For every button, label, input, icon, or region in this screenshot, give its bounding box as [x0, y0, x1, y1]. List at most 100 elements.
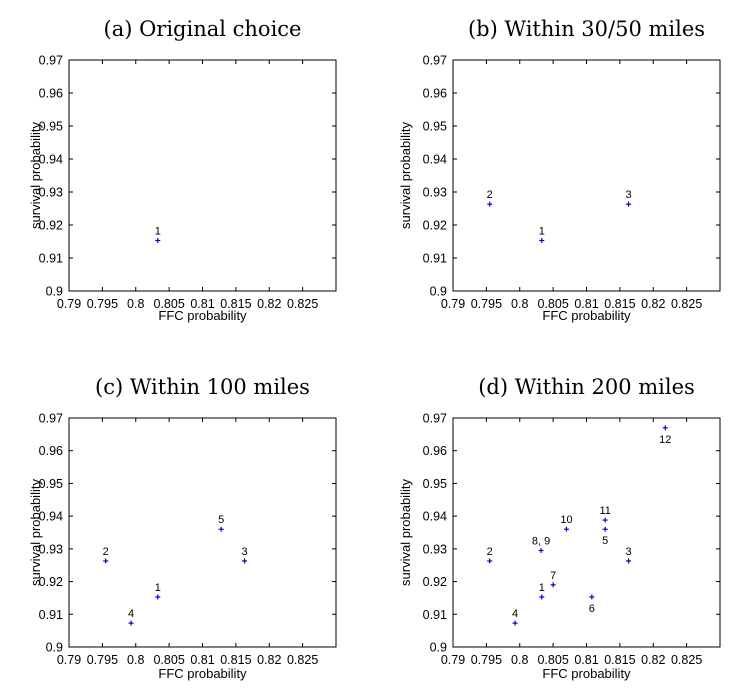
x-tick-label: 0.825	[671, 653, 702, 667]
point-label: 8, 9	[532, 535, 550, 547]
y-tick-label: 0.97	[39, 54, 63, 68]
y-tick-label: 0.91	[423, 608, 447, 622]
data-point: 1	[539, 226, 545, 244]
x-tick-label: 0.82	[257, 297, 281, 311]
point-label: 5	[218, 514, 224, 526]
x-tick-label: 0.815	[220, 297, 251, 311]
panel-1: (b) Within 30/50 miles 0.79 0.795 0.8 0.805 0…	[398, 17, 721, 323]
y-tick-label: 0.94	[423, 510, 447, 524]
x-tick-label: 0.79	[441, 297, 465, 311]
x-tick-label: 0.795	[87, 297, 118, 311]
data-point: 3	[625, 546, 632, 564]
point-label: 2	[103, 546, 109, 558]
data-point: 5	[602, 526, 608, 547]
y-tick-label: 0.92	[423, 219, 447, 233]
point-label: 3	[625, 189, 631, 201]
y-tick-label: 0.92	[39, 575, 63, 589]
point-label: 5	[602, 535, 608, 547]
y-tick-label: 0.91	[39, 252, 63, 266]
y-tick-label: 0.96	[39, 444, 63, 458]
x-tick-label: 0.805	[153, 297, 184, 311]
plot-frame	[68, 59, 337, 292]
x-tick-label: 0.81	[574, 297, 598, 311]
x-tick-label: 0.82	[641, 297, 665, 311]
y-tick-label: 0.97	[39, 412, 63, 426]
panel-2: (c) Within 100 miles 0.79 0.795 0.8 0.805 0.8…	[28, 375, 337, 681]
point-label: 1	[155, 582, 161, 594]
y-tick-label: 0.91	[39, 608, 63, 622]
y-tick-label: 0.96	[39, 87, 63, 101]
point-label: 11	[599, 505, 610, 517]
x-tick-label: 0.81	[574, 653, 598, 667]
x-axis-label: FFC probability	[158, 308, 247, 323]
x-tick-label: 0.795	[471, 297, 502, 311]
data-point: 3	[625, 189, 632, 207]
x-tick-label: 0.79	[57, 297, 81, 311]
panel-0: (a) Original choice 0.79 0.795 0.8 0.805 0.81…	[28, 17, 337, 323]
y-tick-label: 0.93	[39, 186, 63, 200]
data-point: 1	[155, 226, 161, 244]
x-tick-label: 0.805	[537, 297, 568, 311]
y-tick-label: 0.9	[46, 285, 63, 299]
point-label: 7	[550, 570, 556, 582]
panel-3: (d) Within 200 miles 0.79 0.795 0.8 0.805 0.8…	[398, 375, 721, 681]
x-tick-label: 0.815	[604, 653, 635, 667]
x-tick-label: 0.82	[257, 653, 281, 667]
y-tick-label: 0.95	[39, 120, 63, 134]
panel-title: (d) Within 200 miles	[478, 375, 695, 399]
x-tick-label: 0.81	[190, 297, 214, 311]
data-point: 1	[539, 582, 545, 600]
point-label: 10	[560, 514, 572, 526]
y-axis-label: survival probability	[28, 122, 43, 229]
x-tick-label: 0.815	[220, 653, 251, 667]
x-tick-label: 0.825	[287, 653, 318, 667]
y-tick-label: 0.9	[46, 641, 63, 655]
x-tick-label: 0.8	[127, 653, 144, 667]
y-tick-label: 0.94	[423, 153, 447, 167]
data-point: 11	[599, 505, 611, 523]
y-tick-label: 0.93	[423, 542, 447, 556]
y-tick-label: 0.95	[39, 477, 63, 491]
data-point: 1	[155, 582, 161, 600]
y-tick-label: 0.9	[430, 285, 447, 299]
point-label: 4	[128, 608, 134, 620]
y-tick-label: 0.94	[39, 510, 63, 524]
data-point: 12	[659, 425, 671, 446]
x-tick-label: 0.825	[671, 297, 702, 311]
y-tick-label: 0.96	[423, 87, 447, 101]
y-tick-label: 0.91	[423, 252, 447, 266]
x-tick-label: 0.825	[287, 297, 318, 311]
x-tick-label: 0.79	[441, 653, 465, 667]
panel-title: (b) Within 30/50 miles	[468, 17, 705, 41]
point-label: 1	[155, 226, 161, 238]
point-label: 1	[539, 226, 545, 238]
y-tick-label: 0.92	[39, 219, 63, 233]
x-axis-label: FFC probability	[158, 666, 247, 681]
x-tick-label: 0.795	[87, 653, 118, 667]
panel-title: (a) Original choice	[104, 17, 302, 41]
plot-frame	[68, 417, 337, 648]
y-tick-label: 0.93	[39, 542, 63, 556]
data-point: 8, 9	[532, 535, 550, 553]
x-tick-label: 0.805	[537, 653, 568, 667]
y-tick-label: 0.92	[423, 575, 447, 589]
x-tick-label: 0.805	[153, 653, 184, 667]
x-tick-label: 0.8	[511, 653, 528, 667]
data-point: 2	[487, 546, 493, 564]
y-tick-label: 0.9	[430, 641, 447, 655]
x-tick-label: 0.815	[604, 297, 635, 311]
y-tick-label: 0.96	[423, 444, 447, 458]
point-label: 6	[589, 603, 595, 615]
point-label: 1	[539, 582, 545, 594]
data-point: 5	[218, 514, 224, 532]
data-point: 4	[512, 608, 518, 626]
y-tick-label: 0.97	[423, 412, 447, 426]
y-tick-label: 0.94	[39, 153, 63, 167]
y-axis-label: survival probability	[398, 479, 413, 586]
data-point: 2	[487, 189, 493, 207]
y-tick-label: 0.93	[423, 186, 447, 200]
data-point: 2	[103, 546, 109, 564]
x-tick-label: 0.81	[190, 653, 214, 667]
plot-frame	[452, 417, 721, 648]
y-axis-label: survival probability	[28, 479, 43, 586]
